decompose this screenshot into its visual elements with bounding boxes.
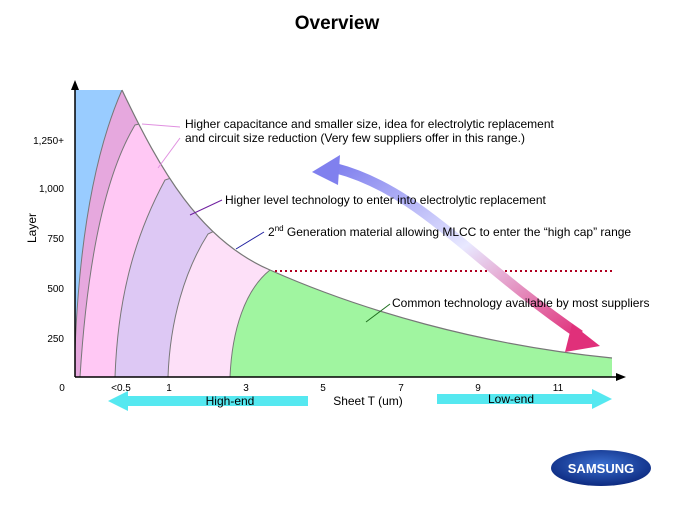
x-axis-arrow [616,373,626,381]
leader [235,231,265,250]
x-tick-label: 5 [320,383,326,394]
swoosh-head [565,324,600,352]
annotation: Higher level technology to enter into el… [225,193,547,207]
title: Overview [295,13,380,34]
x-tick-label: 11 [553,383,564,394]
x-tick-label: 1 [166,383,172,394]
annotation: Common technology available by most supp… [392,296,649,310]
y-tick-label: 500 [47,284,64,295]
high-end-arrow [108,391,308,411]
x-axis-label: Sheet T (um) [333,394,403,408]
x-tick-label: 7 [398,383,404,394]
y-ticks: 250 500 750 1,000 1,250+ [33,136,64,345]
y-tick-label: 1,250+ [33,136,64,147]
annotation-part: 2 [268,225,275,239]
low-end-arrow [437,389,612,409]
leader [365,303,391,323]
swoosh [333,163,583,340]
x-tick-label: 3 [243,383,249,394]
annotation: Higher capacitance and smaller size, ide… [185,117,555,131]
y-axis-label: Layer [25,213,39,243]
logo-text: SAMSUNG [568,461,634,476]
x-ticks: 0 <0.5 1 3 5 7 9 11 [59,383,563,394]
swoosh-head [312,155,340,185]
curve [121,89,613,359]
y-axis-arrow [71,80,79,90]
x-tick-label: 0 [59,383,65,394]
x-tick-label: 9 [475,383,481,394]
leader [141,123,181,128]
y-tick-label: 1,000 [39,184,64,195]
logo [551,450,651,486]
high-end-label: High-end [206,394,255,408]
annotation-part: Generation material allowing MLCC to ent… [284,225,632,239]
annotation: 2nd Generation material allowing MLCC to… [268,224,631,239]
leader [157,137,181,169]
annotation-part: nd [275,224,284,233]
x-tick-label: <0.5 [111,383,131,394]
annotation: and circuit size reduction (Very few sup… [185,131,525,145]
y-tick-label: 250 [47,334,64,345]
y-tick-label: 750 [47,234,64,245]
low-end-label: Low-end [488,392,534,406]
leader [189,199,223,216]
